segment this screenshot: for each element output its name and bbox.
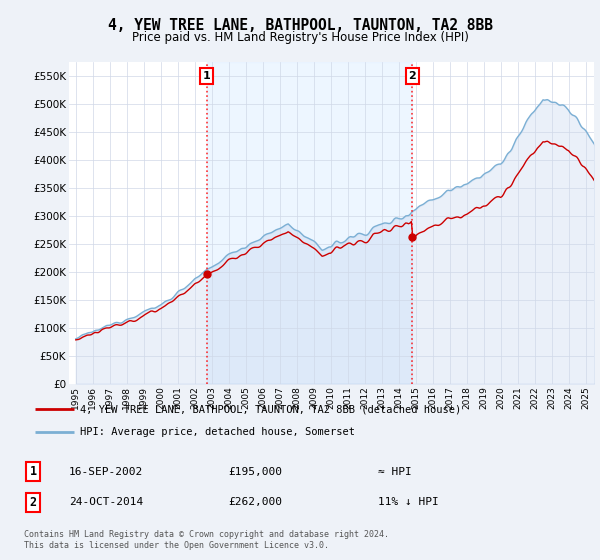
- Text: £262,000: £262,000: [228, 497, 282, 507]
- Text: HPI: Average price, detached house, Somerset: HPI: Average price, detached house, Some…: [80, 427, 355, 437]
- Text: 2: 2: [29, 496, 37, 509]
- Bar: [207, 62, 412, 384]
- Text: 24-OCT-2014: 24-OCT-2014: [69, 497, 143, 507]
- Text: 16-SEP-2002: 16-SEP-2002: [69, 466, 143, 477]
- Text: 2: 2: [409, 71, 416, 81]
- Text: 11% ↓ HPI: 11% ↓ HPI: [378, 497, 439, 507]
- Text: 4, YEW TREE LANE, BATHPOOL, TAUNTON, TA2 8BB: 4, YEW TREE LANE, BATHPOOL, TAUNTON, TA2…: [107, 18, 493, 33]
- Text: 1: 1: [29, 465, 37, 478]
- Text: £195,000: £195,000: [228, 466, 282, 477]
- Text: This data is licensed under the Open Government Licence v3.0.: This data is licensed under the Open Gov…: [24, 541, 329, 550]
- Text: ≈ HPI: ≈ HPI: [378, 466, 412, 477]
- Text: Contains HM Land Registry data © Crown copyright and database right 2024.: Contains HM Land Registry data © Crown c…: [24, 530, 389, 539]
- Text: Price paid vs. HM Land Registry's House Price Index (HPI): Price paid vs. HM Land Registry's House …: [131, 31, 469, 44]
- Text: 1: 1: [203, 71, 211, 81]
- Text: 4, YEW TREE LANE, BATHPOOL, TAUNTON, TA2 8BB (detached house): 4, YEW TREE LANE, BATHPOOL, TAUNTON, TA2…: [80, 404, 461, 414]
